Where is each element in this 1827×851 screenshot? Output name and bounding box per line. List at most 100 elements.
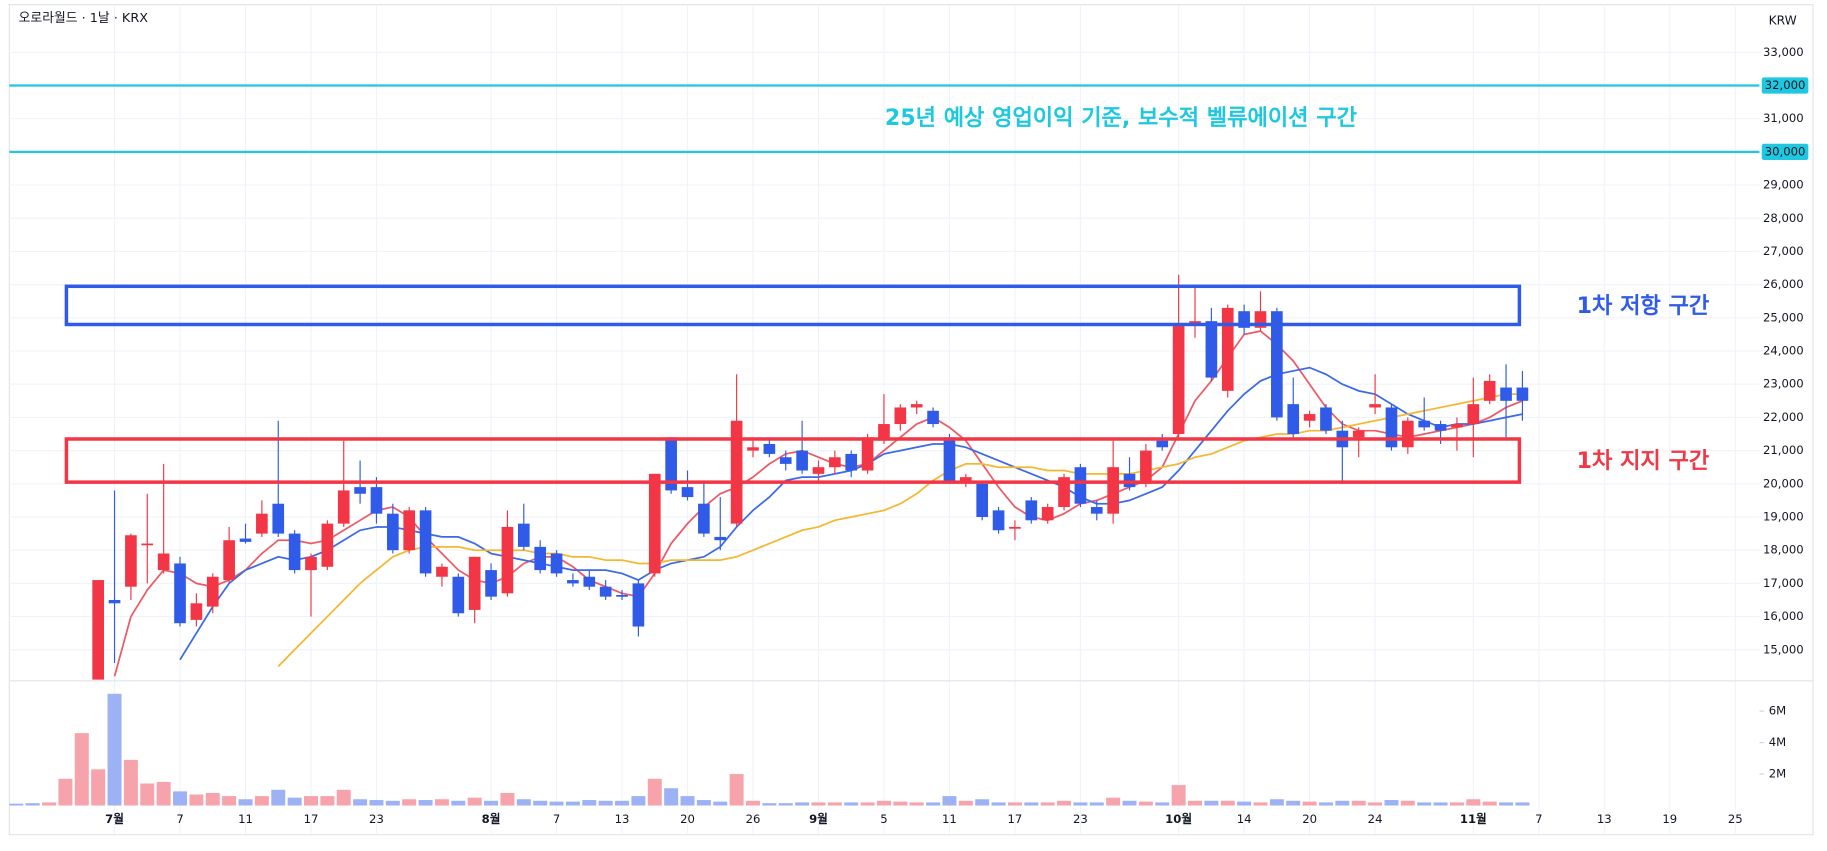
volume-bar xyxy=(222,796,237,806)
x-tick-label: 7 xyxy=(1535,812,1542,826)
candle-body xyxy=(1254,311,1267,328)
volume-bar xyxy=(74,733,89,806)
volume-bar xyxy=(1335,800,1350,806)
volume-bar xyxy=(1188,800,1202,806)
y-tick-label: 16,000 xyxy=(1763,609,1804,623)
zone-box xyxy=(64,437,1522,484)
x-tick-label: 8월 xyxy=(482,812,501,826)
level-tag-label: 30,000 xyxy=(1765,144,1806,158)
candle-body xyxy=(337,490,350,524)
candle-body xyxy=(501,526,514,594)
candle-body xyxy=(1140,450,1152,484)
x-tick-label: 23 xyxy=(369,812,384,826)
volume-bar xyxy=(1040,802,1055,806)
volume-bar xyxy=(958,800,973,806)
candle-body xyxy=(1303,414,1316,421)
y-tick-label: 21,000 xyxy=(1763,443,1804,457)
y-tick-label: 23,000 xyxy=(1763,377,1804,391)
x-tick-label: 9월 xyxy=(809,812,828,826)
candle-body xyxy=(1451,424,1463,428)
volume-bar xyxy=(533,800,548,806)
candle-body xyxy=(747,447,759,451)
candle-body xyxy=(468,556,481,610)
volume-bar xyxy=(1400,800,1415,806)
volume-bar xyxy=(1351,800,1366,806)
candle-body xyxy=(976,483,989,517)
volume-bar xyxy=(25,803,40,806)
volume-bar xyxy=(140,783,155,806)
volume-bar xyxy=(1253,802,1268,806)
x-tick-label: 7 xyxy=(553,812,560,826)
y-tick-label: 15,000 xyxy=(1763,642,1804,656)
candle-body xyxy=(1402,420,1414,448)
candle-body xyxy=(763,443,776,454)
candle-body xyxy=(272,503,285,534)
x-tick-label: 5 xyxy=(880,812,887,826)
candle-body xyxy=(190,603,203,620)
volume-bar xyxy=(1138,801,1153,806)
volume-tick-label: 6M xyxy=(1769,704,1786,718)
volume-bar xyxy=(1155,802,1170,806)
volume-bar xyxy=(942,796,957,806)
volume-bar xyxy=(402,799,417,806)
volume-bars xyxy=(9,693,1530,806)
volume-bar xyxy=(205,792,220,806)
candle-body xyxy=(1418,420,1431,428)
y-tick-label: 20,000 xyxy=(1763,476,1804,490)
candle-body xyxy=(1041,507,1054,521)
annotation: 25년 예상 영업이익 기준, 보수적 벨류에이션 구간 xyxy=(885,105,1357,131)
candle-body xyxy=(321,523,334,567)
zone-label: 1차 지지 구간 xyxy=(1577,448,1710,474)
x-tick-label: 17 xyxy=(1008,812,1023,826)
candle-body xyxy=(648,473,661,574)
volume-bar xyxy=(500,792,515,806)
volume-bar xyxy=(254,796,269,806)
zone-box xyxy=(64,284,1522,327)
candle-body xyxy=(485,570,497,597)
volume-bar xyxy=(516,799,531,806)
volume-bar xyxy=(615,800,630,806)
symbol-title: 오로라월드 · 1날 · KRX xyxy=(19,11,149,26)
level-tag-label: 32,000 xyxy=(1765,78,1806,92)
candle-body xyxy=(370,487,383,514)
candle-body xyxy=(632,583,645,627)
candle-body xyxy=(1271,311,1283,418)
volume-bar xyxy=(1384,800,1399,806)
candle-body xyxy=(730,420,743,524)
volume-bar xyxy=(762,803,777,806)
volume-bar xyxy=(336,789,351,806)
candle-body xyxy=(288,533,301,571)
candle-body xyxy=(779,457,792,464)
volume-bar xyxy=(893,801,908,806)
candle-body xyxy=(878,424,890,441)
candle-body xyxy=(1009,526,1021,529)
candle-body xyxy=(812,467,825,474)
x-tick-label: 7월 xyxy=(105,812,124,826)
volume-tick-label: 2M xyxy=(1769,767,1786,781)
candle-body xyxy=(206,576,219,607)
x-tick-label: 23 xyxy=(1073,812,1088,826)
volume-bar xyxy=(729,774,744,806)
volume-bar xyxy=(1515,802,1530,806)
volume-bar xyxy=(713,801,728,806)
candle-body xyxy=(403,510,416,551)
candle-body xyxy=(436,566,448,577)
volume-bar xyxy=(795,802,810,806)
volume-bar xyxy=(1368,802,1383,806)
volume-bar xyxy=(549,801,564,806)
volume-bar xyxy=(1007,802,1022,806)
x-tick-label: 13 xyxy=(615,812,630,826)
x-tick-label: 17 xyxy=(304,812,319,826)
candle-body xyxy=(1320,407,1332,431)
volume-bar xyxy=(1318,802,1333,806)
volume-bar xyxy=(909,802,924,806)
y-tick-label: 33,000 xyxy=(1763,45,1804,59)
candle-body xyxy=(419,510,432,574)
candle-body xyxy=(567,580,579,584)
volume-bar xyxy=(1171,785,1186,806)
candle-body xyxy=(1156,440,1169,448)
volume-bar xyxy=(451,800,466,806)
x-tick-label: 14 xyxy=(1237,812,1252,826)
